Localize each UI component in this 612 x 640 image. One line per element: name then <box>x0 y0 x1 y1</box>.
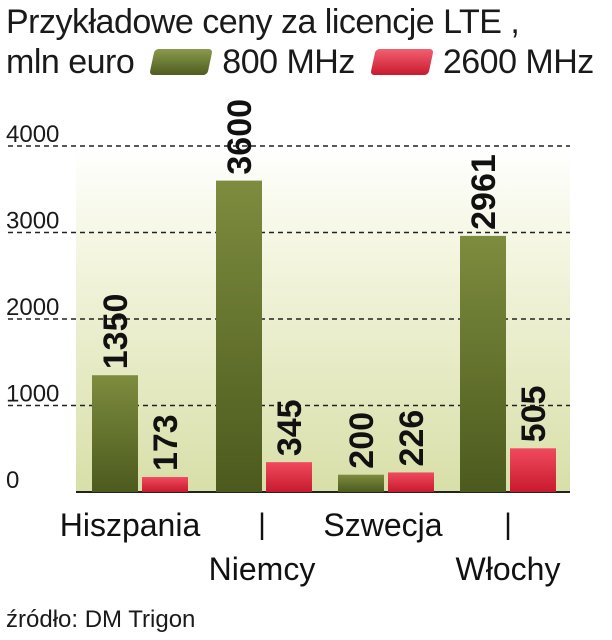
bar-włochy-2600 <box>510 448 556 492</box>
title-unit: mln euro <box>6 43 135 81</box>
data-label-włochy-800: 2961 <box>465 154 503 230</box>
title-line-2: mln euro 800 MHz 2600 MHz <box>6 42 594 82</box>
data-label-szwecja-800: 200 <box>343 412 381 469</box>
x-category-label-hiszpania: Hiszpania <box>60 507 201 543</box>
title-line-1: Przykładowe ceny za licencje LTE , <box>6 3 520 41</box>
bar-szwecja-800 <box>338 474 384 492</box>
chart-title: Przykładowe ceny za licencje LTE , mln e… <box>6 2 594 82</box>
y-tick-label-2000: 2000 <box>6 294 59 321</box>
bar-włochy-800 <box>460 235 506 492</box>
bar-szwecja-2600 <box>388 472 434 492</box>
y-tick-label-3000: 3000 <box>6 208 59 235</box>
x-category-label-szwecja: Szwecja <box>323 507 442 543</box>
data-label-niemcy-2600: 345 <box>271 399 309 456</box>
x-category-label-niemcy: Niemcy <box>209 551 316 587</box>
bar-niemcy-2600 <box>266 462 312 492</box>
y-tick-label-1000: 1000 <box>6 381 59 408</box>
x-category-label-włochy: Włochy <box>456 551 561 587</box>
source-note: źródło: DM Trigon <box>6 606 196 633</box>
y-tick-label-0: 0 <box>6 467 19 494</box>
x-separator-2: | <box>504 508 512 541</box>
data-label-niemcy-800: 3600 <box>221 99 259 175</box>
y-tick-label-4000: 4000 <box>6 121 59 148</box>
bar-niemcy-800 <box>216 180 262 492</box>
data-label-hiszpania-800: 1350 <box>97 294 135 370</box>
x-separator-1: | <box>258 508 266 541</box>
data-label-włochy-2600: 505 <box>515 386 553 443</box>
data-label-hiszpania-2600: 173 <box>147 414 185 471</box>
bar-hiszpania-800 <box>92 375 138 492</box>
legend-label-800: 800 MHz <box>222 43 355 81</box>
bar-hiszpania-2600 <box>142 477 188 492</box>
legend-label-2600: 2600 MHz <box>442 43 594 81</box>
data-label-szwecja-2600: 226 <box>393 410 431 467</box>
